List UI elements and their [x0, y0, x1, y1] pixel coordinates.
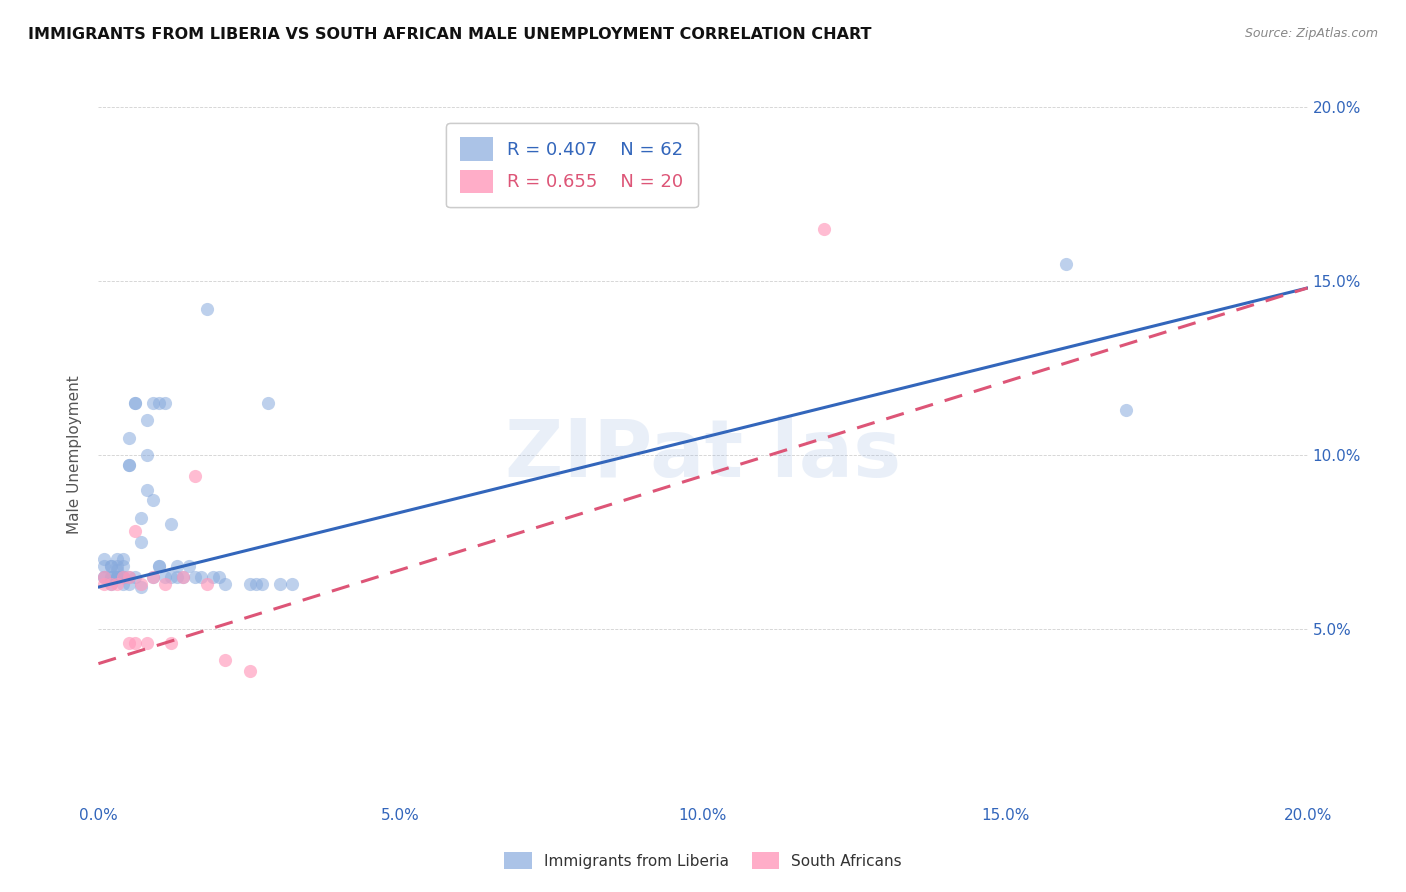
Point	[124, 396, 146, 410]
Point	[118, 570, 141, 584]
Legend: Immigrants from Liberia, South Africans: Immigrants from Liberia, South Africans	[498, 846, 908, 875]
Point	[93, 576, 115, 591]
Point	[190, 570, 212, 584]
Point	[93, 570, 115, 584]
Point	[184, 468, 207, 483]
Point	[813, 221, 835, 235]
Point	[195, 576, 218, 591]
Point	[118, 570, 141, 584]
Point	[100, 576, 122, 591]
Point	[93, 559, 115, 574]
Point	[153, 396, 176, 410]
Point	[256, 396, 278, 410]
Text: IMMIGRANTS FROM LIBERIA VS SOUTH AFRICAN MALE UNEMPLOYMENT CORRELATION CHART: IMMIGRANTS FROM LIBERIA VS SOUTH AFRICAN…	[28, 27, 872, 42]
Point	[129, 576, 152, 591]
Point	[1115, 402, 1137, 417]
Point	[135, 448, 157, 462]
Point	[118, 458, 141, 473]
Point	[214, 576, 236, 591]
Point	[100, 570, 122, 584]
Point	[1054, 256, 1077, 270]
Point	[148, 559, 170, 574]
Point	[250, 576, 273, 591]
Point	[142, 493, 165, 508]
Point	[118, 576, 141, 591]
Point	[93, 570, 115, 584]
Point	[124, 396, 146, 410]
Point	[111, 570, 134, 584]
Point	[239, 664, 262, 678]
Point	[148, 559, 170, 574]
Point	[105, 563, 128, 577]
Point	[105, 576, 128, 591]
Point	[129, 580, 152, 594]
Point	[111, 576, 134, 591]
Point	[100, 570, 122, 584]
Point	[142, 570, 165, 584]
Point	[124, 570, 146, 584]
Point	[160, 517, 183, 532]
Point	[135, 636, 157, 650]
Point	[269, 576, 291, 591]
Point	[153, 576, 176, 591]
Point	[202, 570, 225, 584]
Point	[208, 570, 231, 584]
Point	[111, 570, 134, 584]
Point	[172, 570, 194, 584]
Point	[281, 576, 304, 591]
Point	[245, 576, 267, 591]
Point	[214, 653, 236, 667]
Point	[142, 396, 165, 410]
Point	[135, 483, 157, 497]
Point	[100, 576, 122, 591]
Point	[160, 570, 183, 584]
Point	[195, 301, 218, 316]
Text: Source: ZipAtlas.com: Source: ZipAtlas.com	[1244, 27, 1378, 40]
Point	[172, 570, 194, 584]
Point	[105, 559, 128, 574]
Point	[105, 570, 128, 584]
Point	[129, 534, 152, 549]
Point	[93, 570, 115, 584]
Point	[100, 559, 122, 574]
Point	[166, 570, 188, 584]
Point	[93, 552, 115, 566]
Legend: R = 0.407    N = 62, R = 0.655    N = 20: R = 0.407 N = 62, R = 0.655 N = 20	[446, 123, 697, 207]
Point	[105, 570, 128, 584]
Point	[148, 396, 170, 410]
Point	[160, 636, 183, 650]
Point	[129, 510, 152, 524]
Point	[105, 552, 128, 566]
Point	[135, 413, 157, 427]
Point	[142, 570, 165, 584]
Point	[118, 458, 141, 473]
Point	[124, 524, 146, 539]
Y-axis label: Male Unemployment: Male Unemployment	[67, 376, 83, 534]
Point	[166, 559, 188, 574]
Point	[124, 636, 146, 650]
Point	[111, 570, 134, 584]
Point	[184, 570, 207, 584]
Point	[111, 559, 134, 574]
Point	[105, 570, 128, 584]
Point	[100, 559, 122, 574]
Text: ZIPat las: ZIPat las	[505, 416, 901, 494]
Point	[111, 552, 134, 566]
Point	[118, 431, 141, 445]
Point	[153, 570, 176, 584]
Point	[118, 636, 141, 650]
Point	[239, 576, 262, 591]
Point	[179, 559, 201, 574]
